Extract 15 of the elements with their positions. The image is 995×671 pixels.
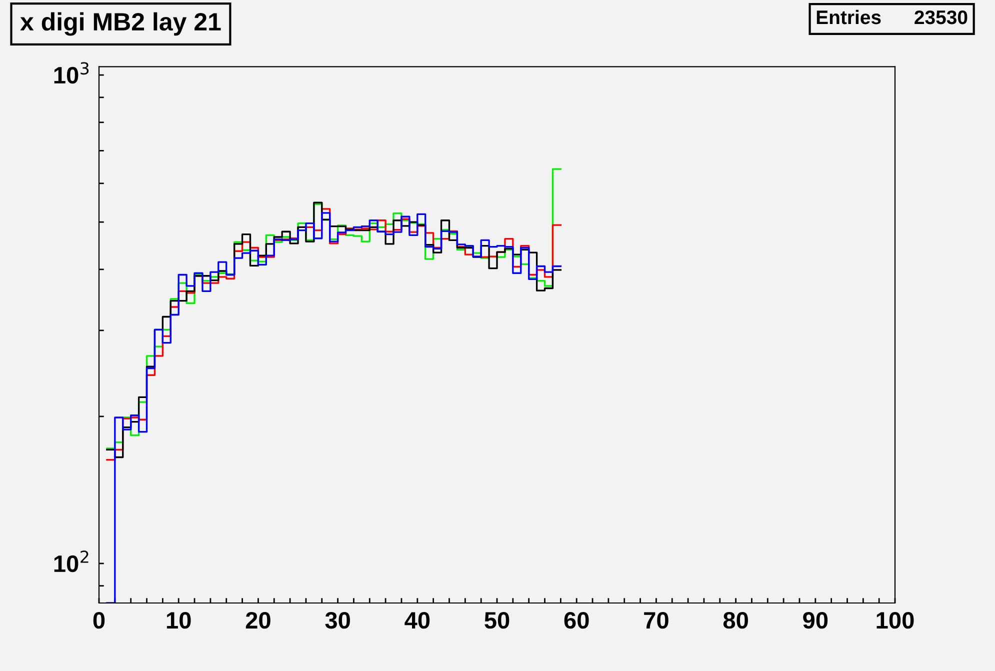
x-tick-label: 100 — [876, 612, 914, 629]
x-tick-label: 0 — [93, 612, 105, 629]
x-tick-label: 80 — [723, 612, 748, 629]
x-tick-label: 70 — [644, 612, 668, 629]
chart-title: x digi MB2 lay 21 — [20, 12, 221, 36]
x-tick-label: 10 — [166, 612, 191, 629]
text: Entries 23530 — [816, 10, 968, 24]
x-tick-label: 40 — [404, 612, 430, 629]
x-tick-label: 50 — [484, 612, 510, 629]
y-tick-label: 10$^{3}$ — [54, 62, 89, 84]
x-tick-label: 90 — [803, 612, 828, 629]
x-tick-label: 30 — [325, 612, 350, 629]
x-tick-label: 60 — [564, 612, 589, 629]
y-tick-label: 10$^{2}$ — [54, 550, 88, 572]
x-tick-label: 20 — [246, 612, 270, 629]
